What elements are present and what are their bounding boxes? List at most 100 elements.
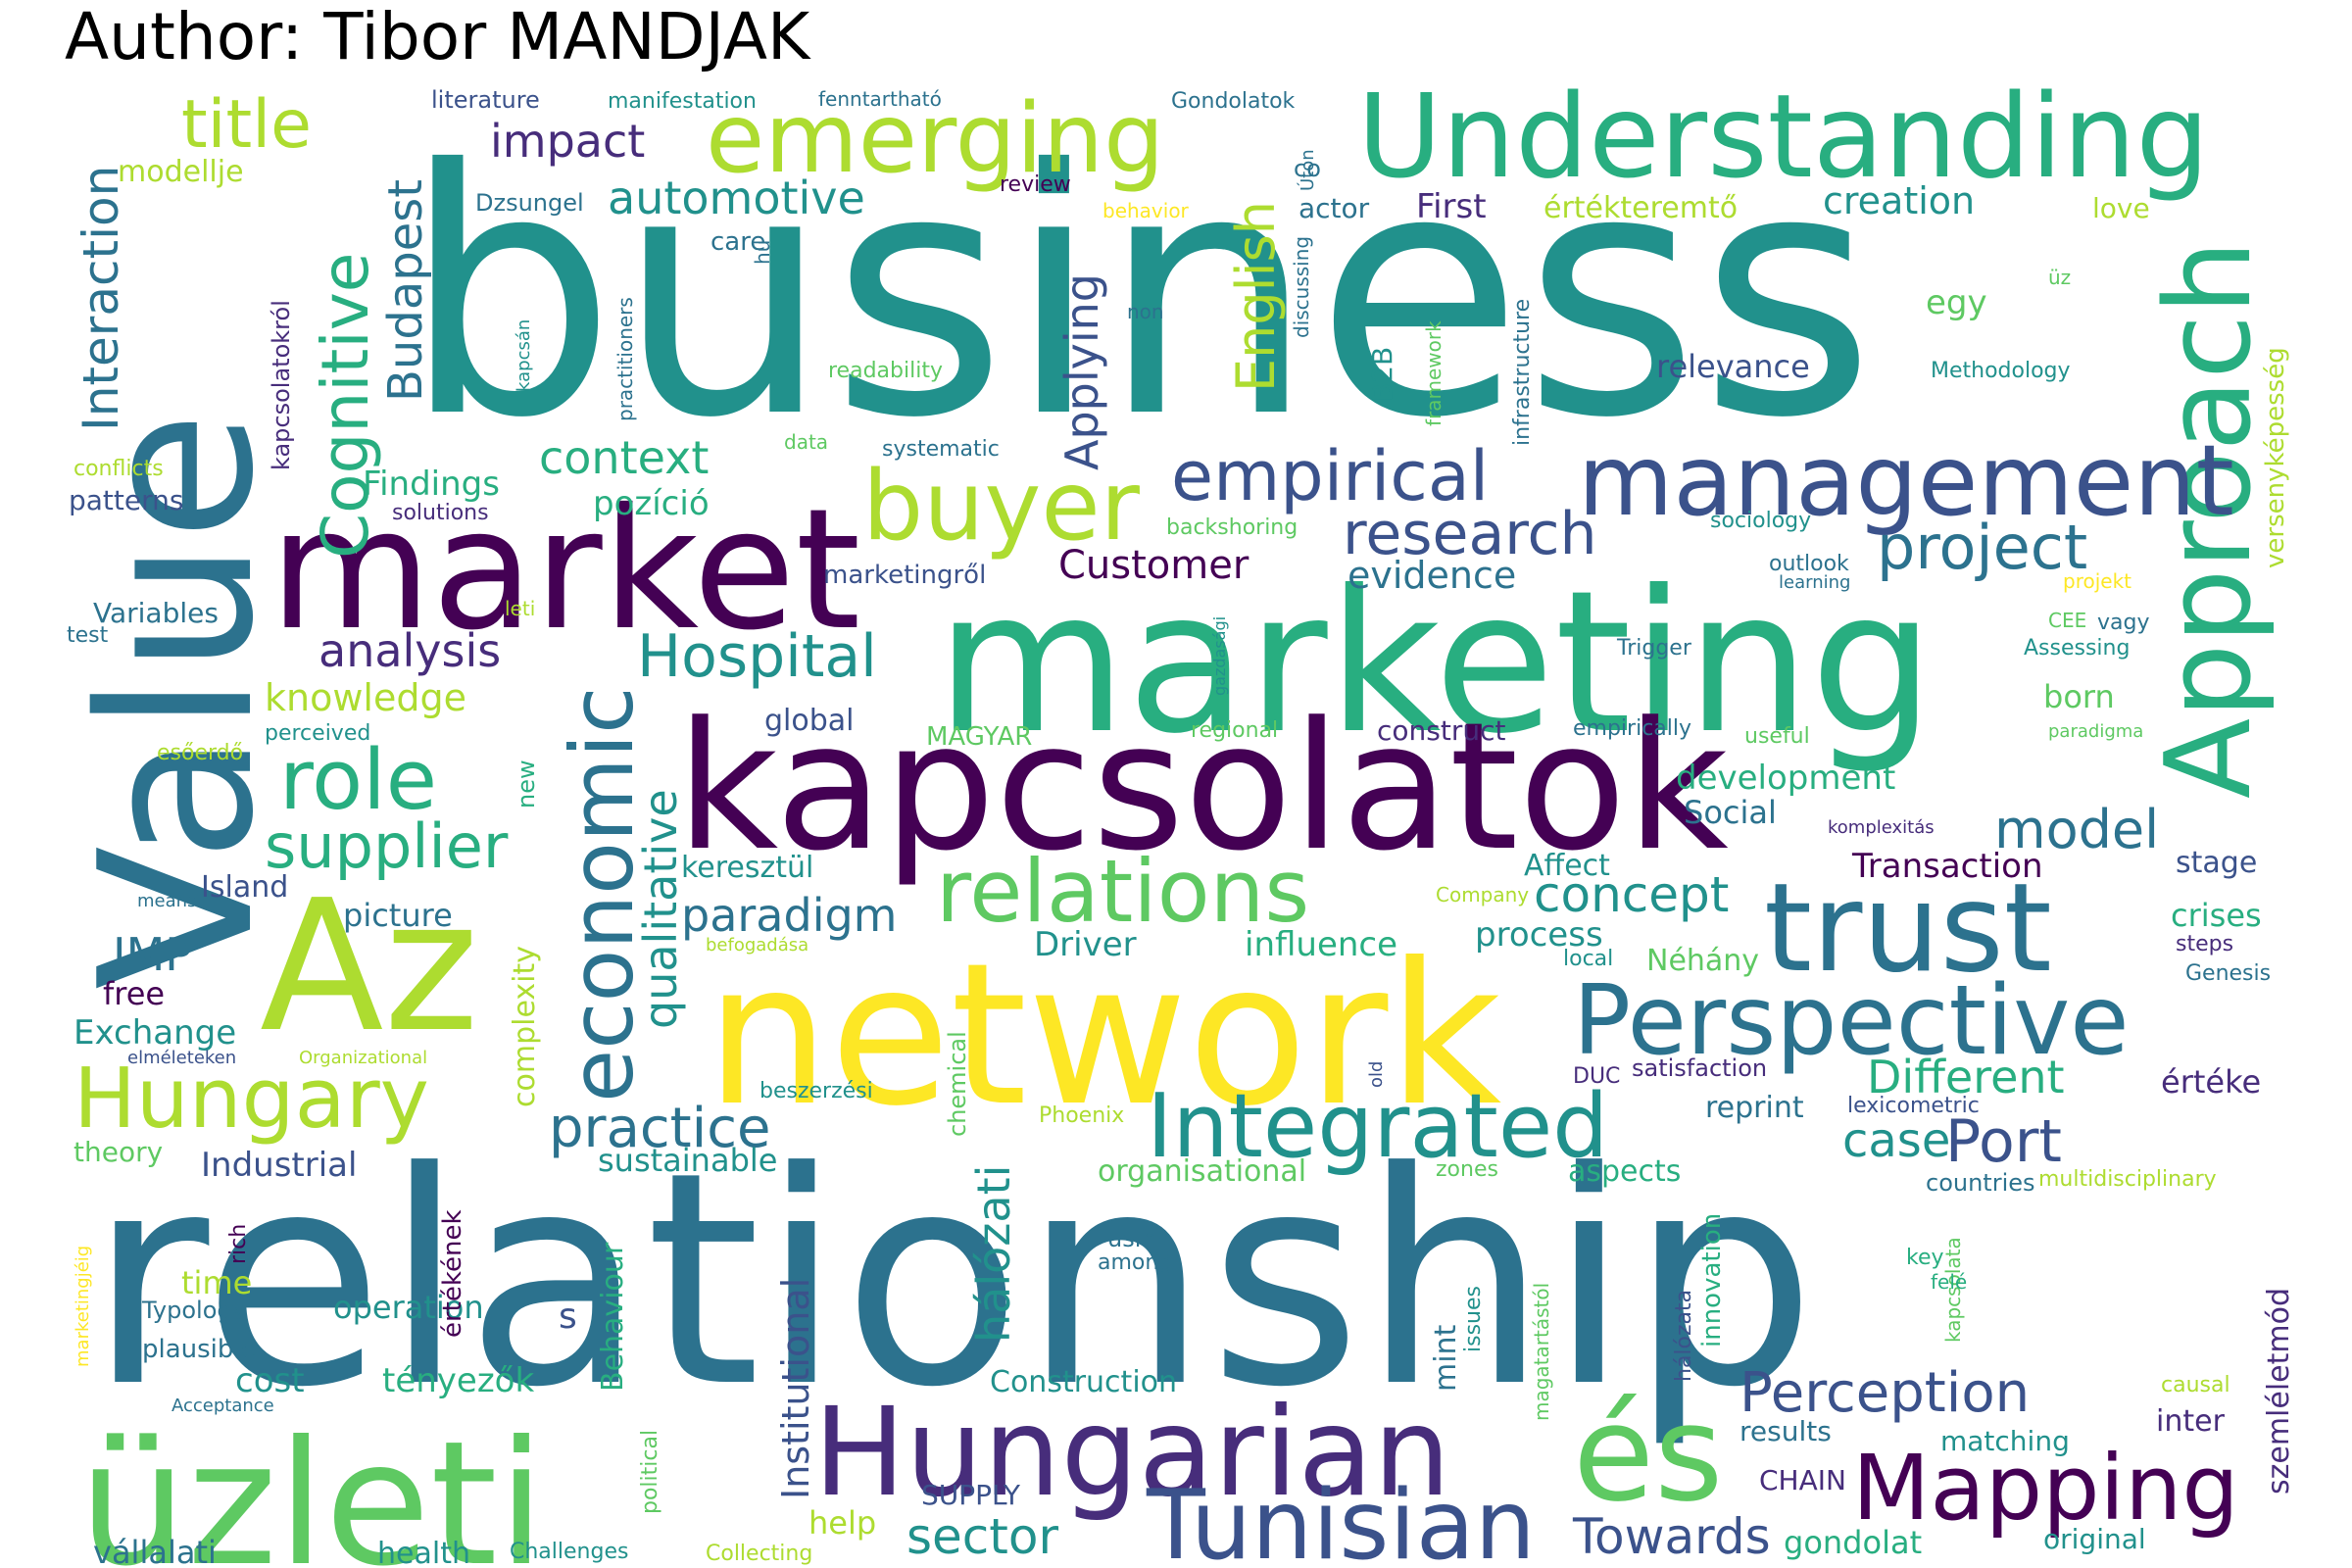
word-b2b: B2B xyxy=(1366,347,1398,402)
word-supplier: supplier xyxy=(265,810,509,882)
word-social: Social xyxy=(1684,794,1777,831)
word-perception: Perception xyxy=(1740,1361,2030,1425)
word-nehany: Néhány xyxy=(1646,944,1759,978)
word-political: political xyxy=(638,1430,662,1514)
word-key: key xyxy=(1906,1246,1944,1270)
word-approach: Approach xyxy=(2141,240,2278,799)
word-imp: IMP xyxy=(113,928,192,981)
word-cost: cost xyxy=(235,1361,305,1400)
word-supply: SUPPLY xyxy=(921,1479,1021,1511)
word-perceived: perceived xyxy=(265,721,370,746)
word-tenyezok: tényezők xyxy=(382,1361,534,1400)
word-institutional: Institutional xyxy=(774,1278,817,1499)
word-gondolat: gondolat xyxy=(1784,1524,1922,1561)
word-regional: regional xyxy=(1191,718,1278,743)
word-automotive: automotive xyxy=(608,172,865,224)
word-satisfaction: satisfaction xyxy=(1632,1054,1767,1082)
word-inter: inter xyxy=(2156,1404,2226,1439)
word-theory: theory xyxy=(74,1136,163,1168)
word-learning: learning xyxy=(1779,572,1850,593)
word-stage: stage xyxy=(2176,846,2257,880)
word-role: role xyxy=(279,732,437,829)
word-business: business xyxy=(402,99,1876,492)
word-vallalati: vállalati xyxy=(93,1534,217,1568)
word-ertekenek: értékének xyxy=(438,1209,467,1338)
word-versenykepesseg: versenyképesség xyxy=(2261,347,2290,568)
word-creation: creation xyxy=(1823,179,1975,222)
word-concept: concept xyxy=(1534,866,1729,923)
word-research: research xyxy=(1343,500,1597,568)
word-reprint: reprint xyxy=(1705,1091,1804,1125)
word-findings: Findings xyxy=(363,465,500,504)
word-aspects: aspects xyxy=(1568,1154,1681,1189)
word-economic: economic xyxy=(552,686,653,1102)
word-discussing: discussing xyxy=(1290,236,1313,338)
word-rich: rich xyxy=(226,1224,251,1264)
word-marketingjeig: marketingjéig xyxy=(73,1246,93,1367)
word-marketing: marketing xyxy=(936,549,1935,777)
word-applying: Applying xyxy=(1055,273,1108,470)
word-non: non xyxy=(1127,300,1164,323)
word-tunisian: Tunisian xyxy=(1146,1470,1536,1568)
word-s: s xyxy=(559,1297,577,1337)
word-causal: causal xyxy=(2161,1373,2230,1397)
word-means: means xyxy=(137,891,196,911)
word-influence: influence xyxy=(1245,925,1397,964)
word-model: model xyxy=(1994,799,2159,860)
word-new: new xyxy=(513,760,540,808)
word-among: among xyxy=(1098,1250,1172,1275)
word-trigger: Trigger xyxy=(1616,636,1692,661)
word-assessing: Assessing xyxy=(2024,636,2130,661)
word-sustainable: sustainable xyxy=(598,1142,777,1179)
word-collecting: Collecting xyxy=(706,1542,812,1566)
word-towards: Towards xyxy=(1572,1508,1771,1565)
word-kapcsolata: kapcsolata xyxy=(1941,1237,1965,1343)
word-genesis: Genesis xyxy=(2185,961,2271,986)
word-paradigm: paradigm xyxy=(681,889,897,942)
word-erteke: értéke xyxy=(2161,1063,2261,1101)
word-construct: construct xyxy=(1377,714,1505,747)
word-leti: leti xyxy=(505,597,535,620)
word-es: és xyxy=(1573,1377,1723,1531)
word-island: Island xyxy=(201,870,288,905)
word-knowledge: knowledge xyxy=(265,676,466,719)
word-value: Value xyxy=(54,412,300,990)
word-emerging: emerging xyxy=(706,83,1164,195)
word-matching: matching xyxy=(1940,1425,2070,1457)
word-network: network xyxy=(706,921,1501,1150)
word-construction: Construction xyxy=(990,1365,1177,1399)
word-first: First xyxy=(1416,187,1487,226)
word-born: born xyxy=(2043,678,2115,715)
word-multidisciplinary: multidisciplinary xyxy=(2038,1167,2217,1192)
word-data: data xyxy=(784,430,828,454)
word-port: Port xyxy=(1945,1107,2062,1176)
word-gazdasagi: gazdasági xyxy=(1210,616,1229,696)
word-steps: steps xyxy=(2176,932,2233,956)
word-halozati: hálózati xyxy=(967,1165,1020,1343)
word-company: Company xyxy=(1436,883,1529,906)
word-practitioners: practitioners xyxy=(613,297,637,421)
word-empirically: empirically xyxy=(1573,716,1691,741)
word-impact: impact xyxy=(490,115,645,168)
word-phoenix: Phoenix xyxy=(1039,1103,1124,1128)
word-test: test xyxy=(67,623,109,648)
word-hungary: Hungary xyxy=(74,1051,429,1148)
word-development: development xyxy=(1676,759,1895,798)
word-behaviour: Behaviour xyxy=(596,1242,630,1392)
word-industrial: Industrial xyxy=(201,1146,357,1185)
word-zones: zones xyxy=(1436,1157,1498,1182)
word-sector: sector xyxy=(906,1508,1058,1565)
word-lexicometric: lexicometric xyxy=(1847,1094,1980,1118)
word-practice: practice xyxy=(549,1097,770,1160)
word-countries: countries xyxy=(1926,1169,2035,1197)
word-project: project xyxy=(1877,512,2087,583)
word-context: context xyxy=(539,431,709,484)
word-issues: issues xyxy=(1461,1286,1486,1352)
word-kapcsolatokrol: kapcsolatokról xyxy=(268,300,295,470)
word-conflicts: conflicts xyxy=(74,457,164,481)
word-review: review xyxy=(1000,172,1071,197)
word-acceptance: Acceptance xyxy=(172,1396,274,1416)
word-love: love xyxy=(2092,192,2150,224)
word-customer: Customer xyxy=(1058,543,1250,588)
word-relevance: relevance xyxy=(1656,348,1810,385)
